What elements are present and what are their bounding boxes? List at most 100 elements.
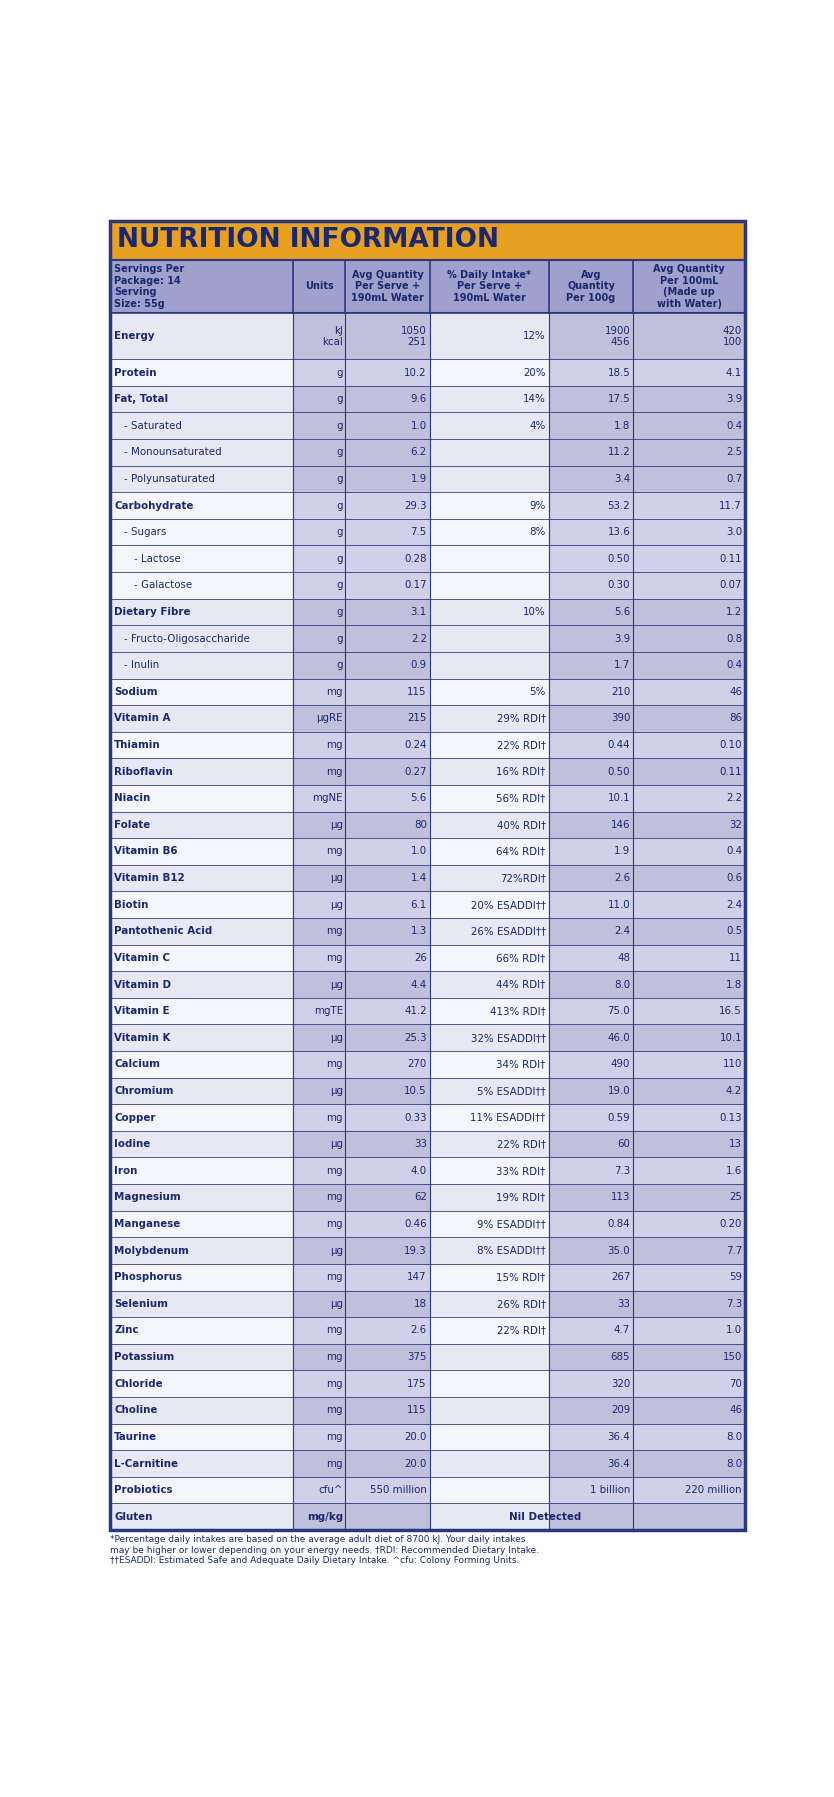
Bar	[633, 413, 745, 438]
Text: 3.1: 3.1	[410, 607, 427, 616]
Text: 8%: 8%	[530, 527, 545, 537]
Bar	[549, 1130, 633, 1157]
Text: 0.4: 0.4	[726, 659, 742, 670]
Text: 1.2: 1.2	[726, 607, 742, 616]
Text: Riboflavin: Riboflavin	[114, 767, 173, 776]
Bar	[293, 598, 345, 625]
Bar	[345, 679, 430, 704]
Bar	[110, 758, 745, 785]
Bar	[549, 785, 633, 812]
Bar	[293, 1105, 345, 1130]
Bar	[345, 492, 430, 519]
Bar	[110, 1051, 745, 1078]
Text: Probiotics: Probiotics	[114, 1484, 173, 1495]
Text: 0.9: 0.9	[410, 659, 427, 670]
Bar	[293, 1477, 345, 1504]
Bar	[633, 492, 745, 519]
Bar	[110, 1477, 745, 1504]
Text: Vitamin D: Vitamin D	[114, 979, 171, 990]
Bar	[293, 731, 345, 758]
Text: 5%: 5%	[530, 686, 545, 697]
Bar	[549, 1290, 633, 1317]
Bar	[549, 1078, 633, 1105]
Text: 0.46: 0.46	[404, 1218, 427, 1229]
Text: 64% RDI†: 64% RDI†	[496, 846, 545, 857]
Text: 3.9: 3.9	[614, 634, 631, 643]
Text: 1.8: 1.8	[726, 979, 742, 990]
Bar	[110, 1184, 745, 1211]
Text: Gluten: Gluten	[114, 1511, 153, 1522]
Bar	[293, 997, 345, 1024]
Bar	[293, 1263, 345, 1290]
Text: 29.3: 29.3	[404, 501, 427, 510]
Bar	[110, 1344, 745, 1371]
Text: Sodium: Sodium	[114, 686, 158, 697]
Text: 1.8: 1.8	[614, 420, 631, 431]
Bar	[633, 1263, 745, 1290]
Bar	[293, 1051, 345, 1078]
Text: 10.1: 10.1	[608, 792, 631, 803]
Text: Biotin: Biotin	[114, 900, 148, 909]
Bar	[345, 945, 430, 970]
Text: % Daily Intake*
Per Serve +
190mL Water: % Daily Intake* Per Serve + 190mL Water	[447, 270, 531, 304]
Bar	[345, 359, 430, 386]
Bar	[293, 465, 345, 492]
Text: 40% RDI†: 40% RDI†	[496, 819, 545, 830]
Text: mg: mg	[327, 767, 343, 776]
Text: 0.17: 0.17	[404, 580, 427, 591]
Text: mg: mg	[327, 1326, 343, 1335]
Text: 22% RDI†: 22% RDI†	[497, 1326, 545, 1335]
Text: 6.1: 6.1	[410, 900, 427, 909]
Bar	[633, 704, 745, 731]
Bar	[633, 386, 745, 413]
Text: 685: 685	[610, 1351, 631, 1362]
Text: Potassium: Potassium	[114, 1351, 174, 1362]
Bar	[110, 997, 745, 1024]
Text: 115: 115	[407, 1405, 427, 1416]
Bar	[549, 313, 633, 359]
Text: μg: μg	[330, 873, 343, 882]
Text: 0.50: 0.50	[608, 553, 631, 564]
Bar	[293, 758, 345, 785]
Text: 1.9: 1.9	[614, 846, 631, 857]
Text: mg: mg	[327, 1405, 343, 1416]
Bar	[549, 679, 633, 704]
Bar	[110, 571, 745, 598]
Text: 9%: 9%	[530, 501, 545, 510]
Text: - Fructo-Oligosaccharide: - Fructo-Oligosaccharide	[124, 634, 250, 643]
Bar	[549, 1344, 633, 1371]
Text: Vitamin K: Vitamin K	[114, 1033, 171, 1042]
Text: 26: 26	[414, 952, 427, 963]
Bar	[345, 1396, 430, 1423]
Text: 32% ESADDI††: 32% ESADDI††	[470, 1033, 545, 1042]
Text: g: g	[337, 394, 343, 404]
Text: 18: 18	[414, 1299, 427, 1308]
Bar	[633, 997, 745, 1024]
Bar	[345, 413, 430, 438]
Text: Vitamin B12: Vitamin B12	[114, 873, 185, 882]
Text: 16% RDI†: 16% RDI†	[496, 767, 545, 776]
Bar	[293, 652, 345, 679]
Bar	[549, 1184, 633, 1211]
Bar	[549, 625, 633, 652]
Bar	[345, 1371, 430, 1396]
Bar	[293, 864, 345, 891]
Bar	[110, 652, 745, 679]
Bar	[633, 1450, 745, 1477]
Bar	[549, 731, 633, 758]
Text: 20.0: 20.0	[404, 1432, 427, 1441]
Text: 0.44: 0.44	[608, 740, 631, 749]
Text: 0.4: 0.4	[726, 420, 742, 431]
Text: 70: 70	[729, 1378, 742, 1389]
Text: - Sugars: - Sugars	[124, 527, 167, 537]
Bar	[293, 704, 345, 731]
Text: 44% RDI†: 44% RDI†	[496, 979, 545, 990]
Bar	[549, 704, 633, 731]
Bar	[110, 1290, 745, 1317]
Text: 0.59: 0.59	[608, 1112, 631, 1123]
Bar	[293, 1184, 345, 1211]
Text: 413% RDI†: 413% RDI†	[490, 1006, 545, 1015]
Text: Vitamin C: Vitamin C	[114, 952, 170, 963]
Bar	[633, 1105, 745, 1130]
Bar	[549, 1105, 633, 1130]
